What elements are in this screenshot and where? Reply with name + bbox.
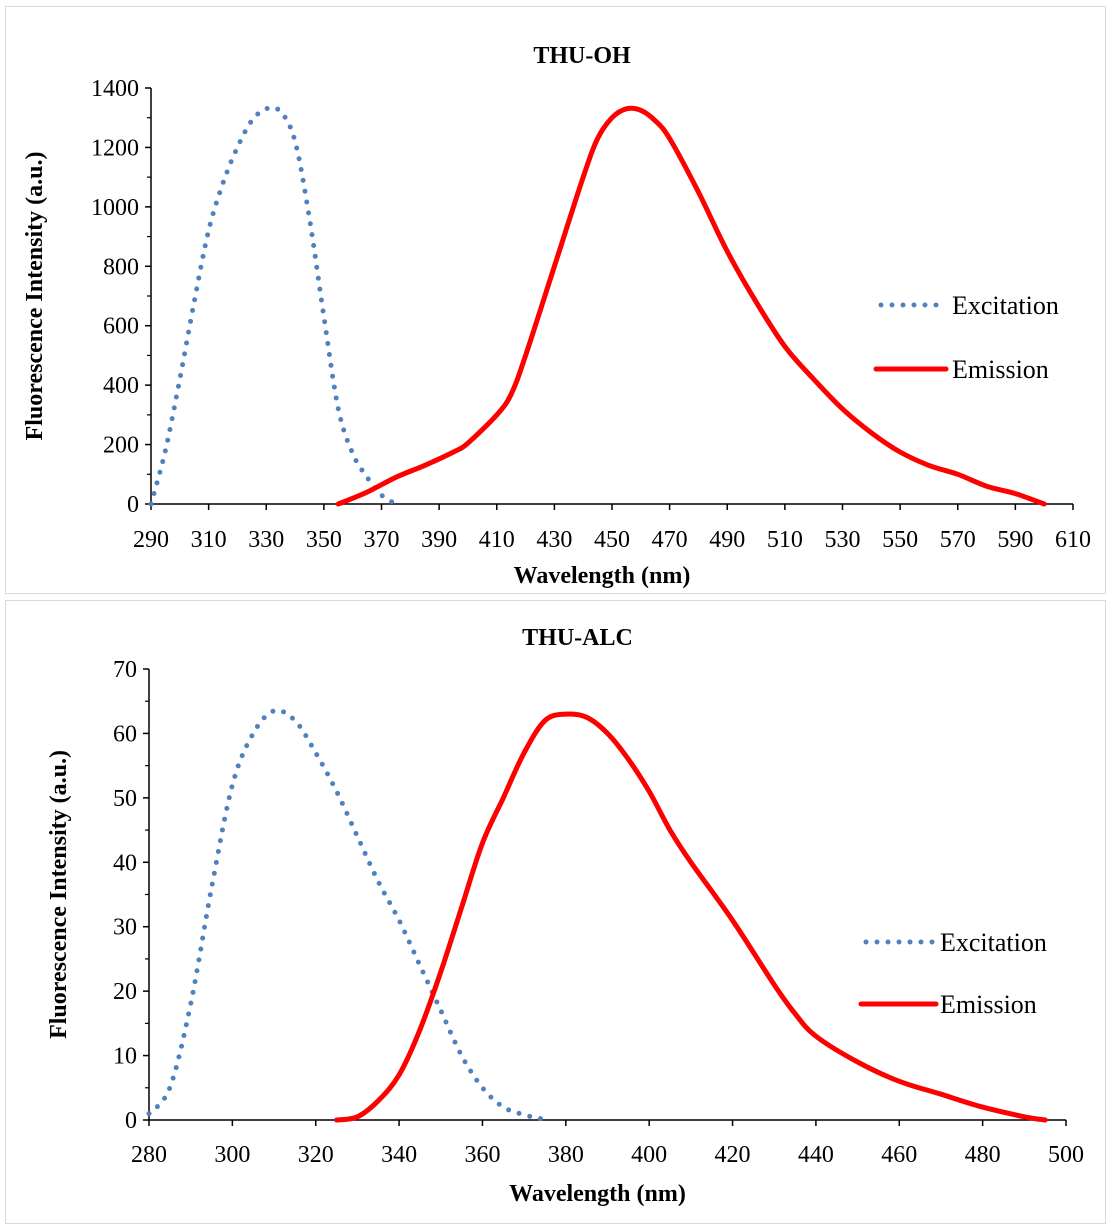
x-tick-label: 530 xyxy=(825,527,861,553)
y-tick-label: 400 xyxy=(103,373,139,399)
chart-title: THU-ALC xyxy=(522,625,633,651)
x-tick-label: 500 xyxy=(1048,1142,1084,1168)
x-tick-label: 550 xyxy=(882,527,918,553)
legend-label-excitation: Excitation xyxy=(952,291,1059,320)
y-tick-label: 30 xyxy=(113,915,137,941)
x-tick-label: 330 xyxy=(248,527,284,553)
legend-label-excitation: Excitation xyxy=(940,928,1047,957)
x-tick-label: 470 xyxy=(652,527,688,553)
y-tick-label: 200 xyxy=(103,433,139,459)
x-tick-label: 480 xyxy=(965,1142,1001,1168)
y-axis-title: Fluorescence Intensity (a.u.) xyxy=(22,152,48,441)
x-tick-label: 460 xyxy=(881,1142,917,1168)
chart-thu-alc: THU-ALC 0 10 20 30 40 50 60 70 280 300 320 340 360 380… xyxy=(46,625,1084,1207)
x-tick-label: 430 xyxy=(536,527,572,553)
x-tick-label: 340 xyxy=(381,1142,417,1168)
series-line-excitation xyxy=(148,105,399,507)
series-line-emission xyxy=(335,105,1047,507)
y-tick-label: 40 xyxy=(113,850,137,876)
x-tick-label: 320 xyxy=(298,1142,334,1168)
x-tick-label: 400 xyxy=(631,1142,667,1168)
x-tick-label: 410 xyxy=(479,527,515,553)
x-tick-label: 380 xyxy=(548,1142,584,1168)
y-tick-label: 800 xyxy=(103,254,139,280)
x-tick-label: 370 xyxy=(364,527,400,553)
x-tick-label: 350 xyxy=(306,527,342,553)
x-tick-label: 610 xyxy=(1055,527,1091,553)
y-tick-label: 0 xyxy=(127,492,139,518)
x-tick-label: 310 xyxy=(191,527,227,553)
x-tick-label: 590 xyxy=(997,527,1033,553)
y-tick-label: 1000 xyxy=(91,195,139,221)
chart-title: THU-OH xyxy=(533,43,631,69)
chart-panel-thu-alc: THU-ALC 0 10 20 30 40 50 60 70 280 300 320 340 360 380… xyxy=(5,600,1106,1224)
x-tick-label: 450 xyxy=(594,527,630,553)
legend-label-emission: Emission xyxy=(952,355,1049,384)
y-tick-label: 0 xyxy=(125,1108,137,1134)
x-tick-label: 390 xyxy=(421,527,457,553)
y-axis-title: Fluorescence Intensity (a.u.) xyxy=(46,750,72,1039)
y-tick-label: 1400 xyxy=(91,76,139,102)
x-tick-label: 510 xyxy=(767,527,803,553)
y-tick-label: 50 xyxy=(113,786,137,812)
x-tick-label: 420 xyxy=(715,1142,751,1168)
y-tick-label: 600 xyxy=(103,314,139,340)
y-tick-label: 60 xyxy=(113,721,137,747)
chart-panel-thu-oh: THU-OH 0 200 400 600 800 1000 1200 1400 290 310 330… xyxy=(5,6,1106,594)
x-tick-label: 440 xyxy=(798,1142,834,1168)
x-axis-title: Wavelength (nm) xyxy=(514,563,691,589)
y-tick-label: 1200 xyxy=(91,135,139,161)
x-tick-label: 280 xyxy=(131,1142,167,1168)
x-tick-label: 290 xyxy=(133,527,169,553)
y-tick-label: 10 xyxy=(113,1044,137,1070)
chart-thu-oh: THU-OH 0 200 400 600 800 1000 1200 1400 290 310 330… xyxy=(22,43,1091,589)
y-tick-label: 20 xyxy=(113,979,137,1005)
x-tick-label: 360 xyxy=(464,1142,500,1168)
legend-label-emission: Emission xyxy=(940,990,1037,1019)
y-tick-label: 70 xyxy=(113,657,137,683)
x-tick-label: 490 xyxy=(709,527,745,553)
x-axis-title: Wavelength (nm) xyxy=(509,1181,686,1207)
series-line-emission xyxy=(334,711,1048,1123)
x-tick-label: 570 xyxy=(940,527,976,553)
series-line-excitation xyxy=(146,707,544,1122)
x-tick-label: 300 xyxy=(214,1142,250,1168)
